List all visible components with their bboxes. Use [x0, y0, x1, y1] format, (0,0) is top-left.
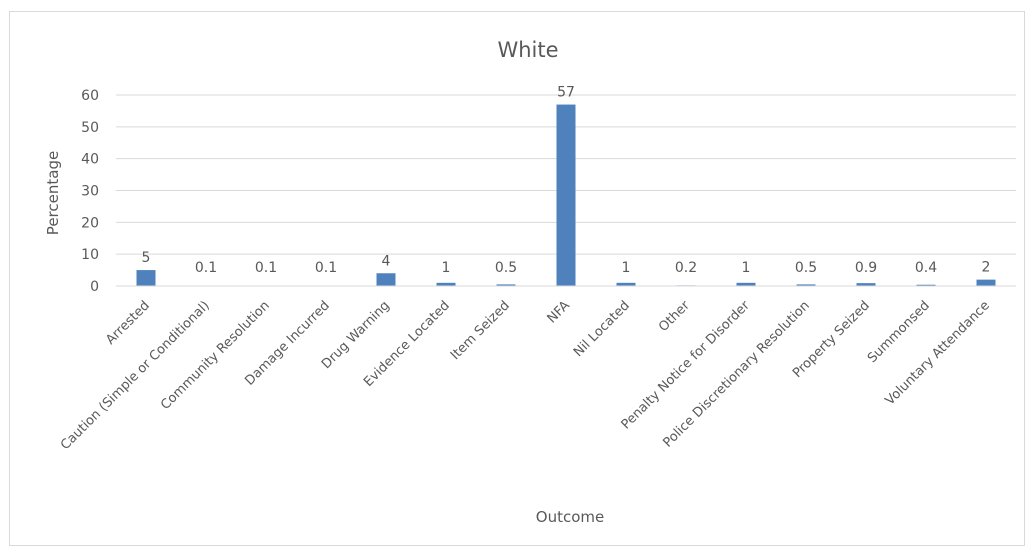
bar	[976, 279, 996, 286]
data-label: 0.9	[855, 260, 877, 276]
data-label: 57	[557, 85, 575, 101]
x-tick-label: NFA	[545, 298, 573, 326]
bar	[616, 282, 636, 286]
x-tick-label: Other	[656, 298, 693, 335]
data-label: 2	[982, 260, 991, 276]
data-label: 0.5	[795, 260, 817, 276]
x-tick-label: Arrested	[103, 298, 153, 348]
y-tick-label: 60	[81, 88, 99, 104]
bar	[556, 104, 576, 286]
bar	[916, 284, 936, 286]
bar	[496, 284, 516, 286]
data-label: 0.2	[675, 260, 697, 276]
x-tick-label: Item Seized	[448, 298, 513, 363]
y-tick-label: 50	[81, 120, 99, 136]
y-axis-ticks: 0 10 20 30 40 50 60	[81, 88, 99, 295]
bar	[376, 273, 396, 286]
y-tick-label: 20	[81, 215, 99, 231]
y-tick-label: 30	[81, 184, 99, 200]
data-label: 0.1	[315, 260, 337, 276]
y-tick-label: 10	[81, 247, 99, 263]
data-label: 1	[622, 260, 631, 276]
bar	[796, 284, 816, 286]
data-label: 1	[442, 260, 451, 276]
y-tick-label: 40	[81, 152, 99, 168]
x-tick-label: Nil Located	[571, 298, 633, 360]
chart-area	[9, 11, 1025, 546]
bar	[136, 270, 156, 286]
data-label: 4	[382, 253, 391, 269]
x-axis-title: Outcome	[536, 508, 604, 526]
y-tick-label: 0	[90, 279, 99, 295]
data-label: 1	[742, 260, 751, 276]
data-label: 0.5	[495, 260, 517, 276]
bar	[736, 282, 756, 286]
data-labels: 5 0.1 0.1 0.1 4 1 0.5 57 1 0.2 1 0.5 0.9 0.4 2	[142, 85, 991, 276]
bar	[436, 282, 456, 286]
data-label: 0.4	[915, 260, 937, 276]
x-tick-label: Penalty Notice for Disorder	[619, 298, 754, 433]
data-label: 0.1	[195, 260, 217, 276]
chart-title: White	[497, 38, 558, 62]
bars	[136, 104, 996, 286]
bar	[856, 283, 876, 286]
x-tick-label: Community Resolution	[158, 298, 273, 413]
x-tick-label: Voluntary Attendance	[883, 298, 993, 408]
y-axis-title: Percentage	[44, 151, 62, 235]
data-label: 5	[142, 250, 151, 266]
data-label: 0.1	[255, 260, 277, 276]
x-tick-label: Summonsed	[865, 298, 933, 366]
